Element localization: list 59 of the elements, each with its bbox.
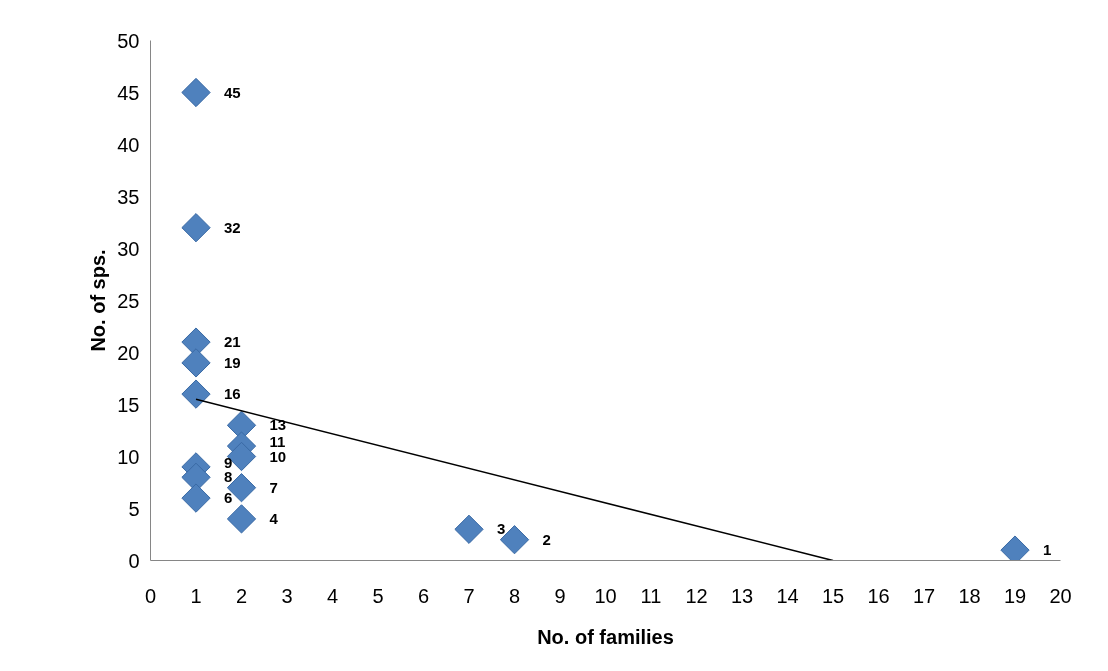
point	[181, 483, 211, 513]
x-tick-label: 2	[235, 584, 248, 607]
data-label: 45	[224, 83, 241, 101]
data-label: 32	[224, 218, 241, 236]
data-label: 6	[224, 489, 233, 507]
data-label: 10	[269, 447, 287, 465]
x-tick-label: 14	[776, 584, 799, 607]
point	[226, 441, 257, 472]
point	[499, 525, 530, 555]
x-tick-label: 4	[326, 584, 339, 607]
x-tick-label: 0	[144, 584, 157, 607]
x-tick-label: 13	[730, 584, 754, 607]
data-label: 11	[269, 432, 286, 450]
y-tick-label: 10	[117, 445, 140, 468]
data-label: 7	[269, 478, 278, 496]
y-tick-label: 30	[117, 237, 140, 260]
data-label: 16	[224, 385, 241, 403]
data-label: 19	[224, 353, 241, 371]
x-tick-label: 1	[190, 584, 202, 607]
x-tick-label: 11	[640, 584, 662, 607]
point	[454, 514, 484, 544]
x-axis-title: No. of families	[537, 625, 674, 648]
data-label: 3	[497, 520, 506, 538]
y-tick-label: 25	[117, 289, 140, 312]
point	[181, 348, 211, 378]
y-tick-label: 20	[117, 341, 140, 364]
y-tick-label: 35	[117, 185, 140, 208]
data-label: 13	[269, 416, 287, 434]
x-tick-label: 15	[821, 584, 845, 607]
data-label: 1	[1043, 541, 1052, 559]
y-tick-label: 45	[117, 81, 140, 104]
point	[226, 504, 257, 534]
x-tick-label: 20	[1049, 584, 1072, 607]
y-tick-label: 0	[128, 549, 140, 572]
x-tick-label: 7	[463, 584, 475, 607]
data-label: 9	[224, 453, 233, 471]
x-tick-label: 18	[958, 584, 981, 607]
x-tick-label: 17	[912, 584, 936, 607]
x-tick-label: 9	[554, 584, 566, 607]
y-tick-label: 50	[117, 29, 140, 52]
x-tick-label: 3	[281, 584, 293, 607]
x-tick-label: 8	[508, 584, 521, 607]
data-label: 2	[542, 530, 551, 548]
data-label: 4	[269, 509, 279, 527]
x-tick-label: 5	[372, 584, 384, 607]
x-tick-label: 12	[685, 584, 708, 607]
data-label: 8	[224, 468, 233, 486]
point	[181, 77, 211, 108]
point	[181, 379, 211, 409]
data-label: 21	[224, 333, 241, 351]
y-tick-label: 15	[117, 393, 140, 416]
x-tick-label: 19	[1003, 584, 1027, 607]
y-axis-title: No. of sps.	[87, 249, 110, 352]
x-tick-label: 6	[417, 584, 430, 607]
point	[181, 213, 211, 243]
x-tick-label: 16	[867, 584, 890, 607]
y-tick-label: 5	[128, 497, 140, 520]
x-tick-label: 10	[594, 584, 617, 607]
y-tick-label: 40	[117, 133, 140, 156]
